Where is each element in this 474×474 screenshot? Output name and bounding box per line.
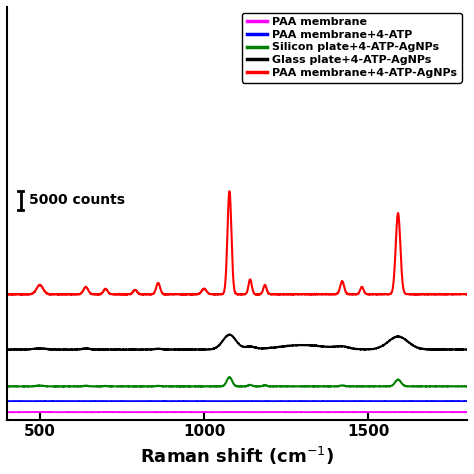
- Silicon plate+4-ATP-AgNPs: [420, 383, 426, 389]
- Glass plate+4-ATP-AgNPs: [58, 346, 64, 352]
- Glass plate+4-ATP-AgNPs: [127, 347, 132, 353]
- Glass plate+4-ATP-AgNPs: [227, 332, 233, 337]
- PAA membrane+4-ATP: [208, 398, 213, 404]
- PAA membrane+4-ATP-AgNPs: [187, 292, 192, 297]
- PAA membrane: [16, 410, 21, 415]
- Line: PAA membrane+4-ATP-AgNPs: PAA membrane+4-ATP-AgNPs: [7, 191, 474, 295]
- Silicon plate+4-ATP-AgNPs: [472, 383, 474, 389]
- PAA membrane+4-ATP: [4, 398, 10, 404]
- PAA membrane+4-ATP-AgNPs: [414, 292, 420, 298]
- PAA membrane: [472, 409, 474, 415]
- PAA membrane+4-ATP-AgNPs: [58, 292, 64, 297]
- PAA membrane+4-ATP-AgNPs: [87, 290, 92, 295]
- PAA membrane+4-ATP-AgNPs: [472, 292, 474, 297]
- PAA membrane: [59, 410, 64, 415]
- PAA membrane+4-ATP: [420, 398, 426, 404]
- Glass plate+4-ATP-AgNPs: [208, 346, 213, 352]
- PAA membrane+4-ATP: [448, 398, 454, 404]
- Silicon plate+4-ATP-AgNPs: [58, 383, 64, 389]
- PAA membrane+4-ATP: [472, 398, 474, 404]
- PAA membrane: [208, 409, 213, 415]
- PAA membrane+4-ATP-AgNPs: [227, 189, 232, 194]
- Line: Silicon plate+4-ATP-AgNPs: Silicon plate+4-ATP-AgNPs: [7, 377, 474, 387]
- Glass plate+4-ATP-AgNPs: [4, 346, 10, 352]
- Silicon plate+4-ATP-AgNPs: [4, 383, 10, 389]
- Silicon plate+4-ATP-AgNPs: [187, 383, 192, 389]
- PAA membrane+4-ATP-AgNPs: [208, 292, 213, 297]
- Glass plate+4-ATP-AgNPs: [420, 346, 426, 352]
- PAA membrane: [420, 409, 426, 415]
- X-axis label: Raman shift (cm$^{-1}$): Raman shift (cm$^{-1}$): [140, 445, 334, 467]
- PAA membrane+4-ATP-AgNPs: [4, 291, 10, 297]
- Glass plate+4-ATP-AgNPs: [187, 347, 193, 353]
- Silicon plate+4-ATP-AgNPs: [87, 383, 92, 389]
- PAA membrane: [187, 410, 193, 415]
- PAA membrane: [87, 410, 93, 415]
- Line: Glass plate+4-ATP-AgNPs: Glass plate+4-ATP-AgNPs: [7, 335, 474, 350]
- Text: 5000 counts: 5000 counts: [29, 193, 125, 207]
- PAA membrane+4-ATP: [87, 398, 92, 404]
- Silicon plate+4-ATP-AgNPs: [208, 383, 213, 389]
- Legend: PAA membrane, PAA membrane+4-ATP, Silicon plate+4-ATP-AgNPs, Glass plate+4-ATP-A: PAA membrane, PAA membrane+4-ATP, Silico…: [242, 12, 462, 82]
- PAA membrane+4-ATP: [59, 398, 64, 404]
- PAA membrane+4-ATP: [28, 399, 34, 404]
- PAA membrane: [4, 410, 10, 415]
- PAA membrane+4-ATP: [187, 398, 193, 404]
- PAA membrane: [37, 409, 43, 415]
- Silicon plate+4-ATP-AgNPs: [354, 384, 359, 390]
- PAA membrane+4-ATP-AgNPs: [420, 291, 426, 297]
- Glass plate+4-ATP-AgNPs: [87, 346, 92, 352]
- Silicon plate+4-ATP-AgNPs: [227, 374, 232, 380]
- Glass plate+4-ATP-AgNPs: [472, 346, 474, 352]
